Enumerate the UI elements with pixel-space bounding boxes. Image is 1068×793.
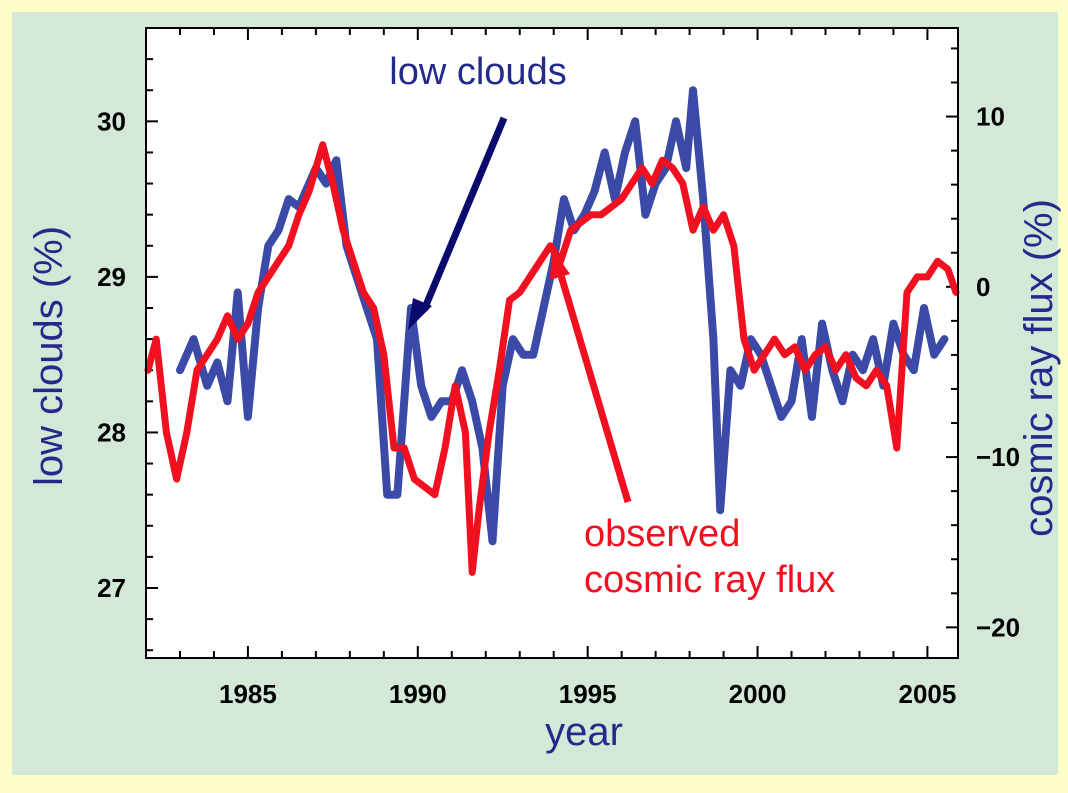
x-tick-label: 1985 [219, 679, 277, 709]
y-right-tick-label: 0 [976, 272, 990, 302]
cosmic-annotation-line2: cosmic ray flux [584, 559, 835, 601]
y-left-tick-label: 29 [97, 262, 126, 292]
y-right-tick-label: −10 [976, 442, 1020, 472]
clouds-annotation: low clouds [389, 51, 566, 93]
x-tick-label: 2000 [729, 679, 787, 709]
cosmic-ray-line [144, 141, 960, 576]
cosmic-arrow-head [550, 248, 570, 280]
x-tick-label: 1995 [559, 679, 617, 709]
plot-border [145, 27, 959, 659]
y-right-tick-label: −20 [976, 612, 1020, 642]
clouds-arrow-head [408, 298, 432, 330]
clouds-arrow-shaft [420, 116, 508, 312]
y-right-tick-labels: −20 −10 0 10 [976, 102, 1020, 643]
y-left-tick-label: 30 [97, 106, 126, 136]
x-tick-labels: 1985 1990 1995 2000 2005 [219, 679, 956, 709]
y-left-tick-label: 27 [97, 573, 126, 603]
x-axis-label: year [545, 710, 623, 754]
series-layer [144, 86, 960, 576]
y-left-tick-label: 28 [97, 417, 126, 447]
y-right-tick-label: 10 [976, 102, 1005, 132]
y-axis-left-label: low clouds (%) [27, 226, 71, 486]
x-tick-label: 1990 [389, 679, 447, 709]
x-tick-label: 2005 [899, 679, 957, 709]
cosmic-arrow-shaft [556, 271, 632, 503]
tick-marks [145, 27, 958, 658]
y-axis-right-label: cosmic ray flux (%) [1017, 199, 1061, 537]
cosmic-annotation-line1: observed [584, 513, 740, 555]
plot-area [146, 28, 958, 658]
y-left-tick-labels: 27 28 29 30 [97, 106, 126, 603]
